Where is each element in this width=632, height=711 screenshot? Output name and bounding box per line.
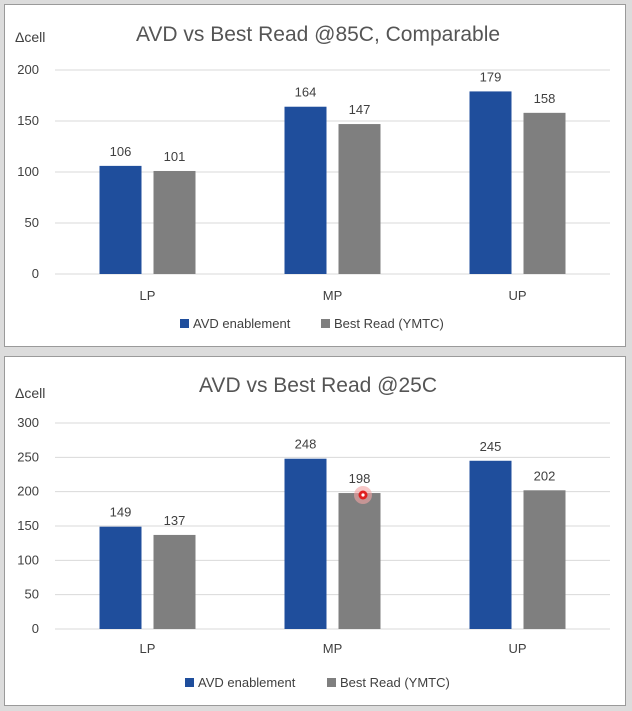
- chart-title: AVD vs Best Read @85C, Comparable: [136, 23, 500, 46]
- y-tick-label: 100: [17, 552, 39, 567]
- category-label: MP: [323, 641, 343, 656]
- y-ticks: 0 50 100 150 200: [17, 62, 39, 281]
- bars: 106 101 164 147 179 158: [99, 69, 566, 274]
- chart-panel-85c: AVD vs Best Read @85C, Comparable Δcell …: [4, 4, 626, 347]
- bar-mp-series-2: [338, 493, 381, 629]
- bar-mp-series-1: [284, 458, 327, 629]
- chart-title: AVD vs Best Read @25C: [199, 374, 437, 397]
- data-label: 245: [480, 439, 502, 454]
- chart-25c: AVD vs Best Read @25C Δcell 0 50 100 150 200…: [15, 374, 610, 690]
- y-tick-label: 250: [17, 449, 39, 464]
- category-labels: LP MP UP: [140, 288, 527, 303]
- chart-85c: AVD vs Best Read @85C, Comparable Δcell …: [15, 23, 610, 331]
- legend-label: AVD enablement: [193, 316, 291, 331]
- category-label: LP: [140, 641, 156, 656]
- y-tick-label: 50: [25, 215, 39, 230]
- y-tick-label: 300: [17, 415, 39, 430]
- cursor-marker: [354, 486, 372, 504]
- data-label: 147: [349, 102, 371, 117]
- bar-lp-series-2: [153, 534, 196, 629]
- legend: AVD enablement Best Read (YMTC): [185, 675, 450, 690]
- data-label: 164: [295, 85, 317, 100]
- y-tick-label: 50: [25, 587, 39, 602]
- data-label: 202: [534, 468, 556, 483]
- data-label: 106: [110, 144, 132, 159]
- legend-swatch: [327, 678, 336, 687]
- legend-swatch: [185, 678, 194, 687]
- data-label: 149: [110, 505, 132, 520]
- legend-swatch: [321, 319, 330, 328]
- bar-lp-series-2: [153, 170, 196, 274]
- bar-up-series-2: [523, 112, 566, 274]
- bar-mp-series-2: [338, 124, 381, 274]
- y-tick-label: 150: [17, 113, 39, 128]
- bar-up-series-1: [469, 460, 512, 629]
- y-tick-label: 0: [32, 621, 39, 636]
- bar-mp-series-1: [284, 106, 327, 274]
- cursor-dot-center: [361, 493, 365, 497]
- data-label: 158: [534, 91, 556, 106]
- y-tick-label: 200: [17, 484, 39, 499]
- data-label: 198: [349, 471, 371, 486]
- gridlines: [55, 69, 610, 275]
- y-axis-label: Δcell: [15, 29, 45, 45]
- legend-swatch: [180, 319, 189, 328]
- bar-lp-series-1: [99, 165, 142, 274]
- category-label: UP: [508, 288, 526, 303]
- legend-label: AVD enablement: [198, 675, 296, 690]
- bar-up-series-2: [523, 490, 566, 629]
- y-axis-label: Δcell: [15, 385, 45, 401]
- data-label: 101: [164, 149, 186, 164]
- y-ticks: 0 50 100 150 200 250 300: [17, 415, 39, 636]
- category-label: LP: [140, 288, 156, 303]
- category-label: MP: [323, 288, 343, 303]
- legend-label: Best Read (YMTC): [334, 316, 444, 331]
- y-tick-label: 150: [17, 518, 39, 533]
- data-label: 248: [295, 437, 317, 452]
- category-labels: LP MP UP: [140, 641, 527, 656]
- legend: AVD enablement Best Read (YMTC): [180, 316, 444, 331]
- bar-lp-series-1: [99, 526, 142, 629]
- bars: 149 137 248 198 245 202: [99, 437, 566, 629]
- bar-up-series-1: [469, 91, 512, 274]
- y-tick-label: 0: [32, 266, 39, 281]
- y-tick-label: 200: [17, 62, 39, 77]
- y-tick-label: 100: [17, 164, 39, 179]
- chart-panel-25c: AVD vs Best Read @25C Δcell 0 50 100 150 200…: [4, 356, 626, 706]
- legend-label: Best Read (YMTC): [340, 675, 450, 690]
- category-label: UP: [508, 641, 526, 656]
- data-label: 137: [164, 513, 186, 528]
- gridlines: [55, 422, 610, 630]
- data-label: 179: [480, 69, 502, 84]
